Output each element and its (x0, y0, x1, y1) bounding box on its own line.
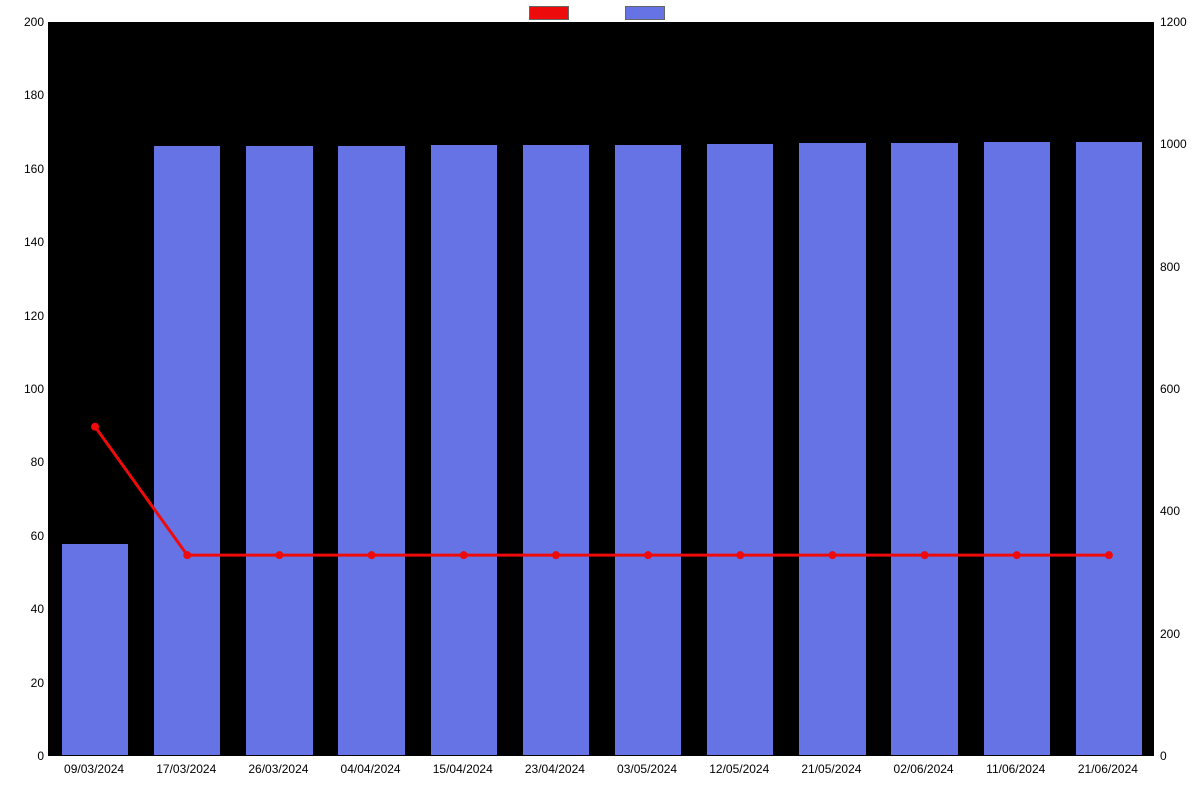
y-left-tick-label: 0 (4, 749, 44, 763)
y-left-tick-label: 80 (4, 455, 44, 469)
legend-item-line (529, 6, 575, 20)
x-tick-label: 21/06/2024 (1068, 762, 1148, 776)
bar (246, 146, 312, 755)
y-left-tick-label: 20 (4, 676, 44, 690)
bar (891, 143, 957, 755)
bar (154, 146, 220, 755)
legend (0, 6, 1200, 20)
line-marker (91, 423, 99, 431)
y-left-tick-label: 120 (4, 309, 44, 323)
x-tick-label: 21/05/2024 (791, 762, 871, 776)
x-tick-label: 12/05/2024 (699, 762, 779, 776)
y-left-tick-label: 40 (4, 602, 44, 616)
x-tick-label: 04/04/2024 (331, 762, 411, 776)
y-left-tick-label: 160 (4, 162, 44, 176)
bar (523, 145, 589, 755)
y-left-tick-label: 60 (4, 529, 44, 543)
y-left-tick-label: 100 (4, 382, 44, 396)
bar (615, 145, 681, 755)
legend-item-bar (625, 6, 671, 20)
x-tick-label: 11/06/2024 (976, 762, 1056, 776)
y-right-tick-label: 1200 (1160, 15, 1200, 29)
y-left-tick-label: 140 (4, 235, 44, 249)
y-right-tick-label: 0 (1160, 749, 1200, 763)
bar (338, 146, 404, 755)
x-tick-label: 02/06/2024 (884, 762, 964, 776)
x-tick-label: 23/04/2024 (515, 762, 595, 776)
plot-area (48, 22, 1154, 756)
x-tick-label: 17/03/2024 (146, 762, 226, 776)
x-tick-label: 15/04/2024 (423, 762, 503, 776)
y-right-tick-label: 600 (1160, 382, 1200, 396)
y-right-tick-label: 400 (1160, 504, 1200, 518)
y-right-tick-label: 1000 (1160, 137, 1200, 151)
bar (1076, 142, 1142, 756)
y-right-tick-label: 800 (1160, 260, 1200, 274)
bar (431, 145, 497, 755)
y-left-tick-label: 180 (4, 88, 44, 102)
bar (799, 143, 865, 755)
bar (62, 544, 128, 755)
bar (707, 144, 773, 755)
x-tick-label: 09/03/2024 (54, 762, 134, 776)
x-tick-label: 26/03/2024 (238, 762, 318, 776)
legend-swatch-line (529, 6, 569, 20)
y-right-tick-label: 200 (1160, 627, 1200, 641)
chart-container: 0 20 40 60 80 100 120 140 160 180 200 0 200 400 600 80… (0, 0, 1200, 800)
y-left-tick-label: 200 (4, 15, 44, 29)
bar (984, 142, 1050, 755)
x-tick-label: 03/05/2024 (607, 762, 687, 776)
legend-swatch-bar (625, 6, 665, 20)
